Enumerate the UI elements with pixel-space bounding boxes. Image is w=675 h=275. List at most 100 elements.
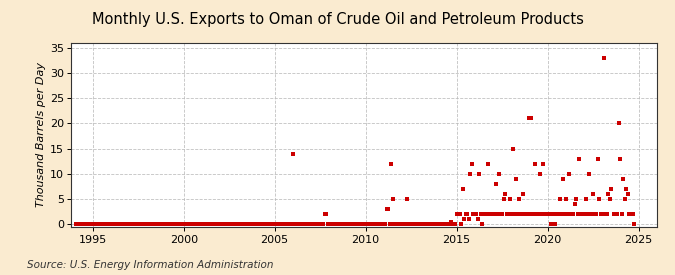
Point xyxy=(75,222,86,227)
Point xyxy=(313,222,324,227)
Point xyxy=(234,222,245,227)
Point xyxy=(583,172,594,176)
Point xyxy=(111,222,122,227)
Point xyxy=(535,172,545,176)
Point xyxy=(421,222,432,227)
Point xyxy=(125,222,136,227)
Point xyxy=(254,222,265,227)
Point xyxy=(207,222,218,227)
Point xyxy=(278,222,289,227)
Point xyxy=(219,222,230,227)
Point xyxy=(351,222,362,227)
Point xyxy=(410,222,421,227)
Point xyxy=(321,212,331,216)
Point xyxy=(423,222,433,227)
Point xyxy=(331,222,342,227)
Point xyxy=(571,197,582,201)
Point xyxy=(334,222,345,227)
Point xyxy=(497,212,508,216)
Point xyxy=(103,222,113,227)
Point xyxy=(189,222,200,227)
Point xyxy=(598,56,609,60)
Point xyxy=(373,222,383,227)
Point xyxy=(524,116,535,120)
Point xyxy=(363,222,374,227)
Point xyxy=(109,222,119,227)
Point xyxy=(558,177,568,181)
Point xyxy=(572,212,583,216)
Point xyxy=(271,222,281,227)
Point xyxy=(404,222,415,227)
Point xyxy=(333,222,344,227)
Point xyxy=(319,212,330,216)
Point xyxy=(431,222,442,227)
Point xyxy=(341,222,352,227)
Point xyxy=(315,222,325,227)
Point xyxy=(250,222,261,227)
Point xyxy=(538,162,549,166)
Point xyxy=(212,222,223,227)
Point xyxy=(391,222,402,227)
Point xyxy=(409,222,420,227)
Point xyxy=(232,222,242,227)
Point xyxy=(401,197,412,201)
Point xyxy=(592,156,603,161)
Point xyxy=(453,212,464,216)
Point xyxy=(163,222,174,227)
Point xyxy=(160,222,171,227)
Point xyxy=(380,222,391,227)
Point xyxy=(381,207,392,211)
Point xyxy=(424,222,435,227)
Point xyxy=(99,222,110,227)
Point xyxy=(503,212,514,216)
Point xyxy=(576,212,587,216)
Point xyxy=(339,222,350,227)
Point xyxy=(230,222,240,227)
Point xyxy=(288,152,298,156)
Point xyxy=(277,222,288,227)
Point xyxy=(620,197,630,201)
Point xyxy=(266,222,277,227)
Point xyxy=(369,222,380,227)
Point xyxy=(574,156,585,161)
Point xyxy=(588,192,599,196)
Point xyxy=(547,212,558,216)
Point xyxy=(71,222,82,227)
Point xyxy=(265,222,275,227)
Point xyxy=(81,222,92,227)
Point xyxy=(450,222,460,227)
Point xyxy=(289,222,300,227)
Point xyxy=(346,222,357,227)
Point xyxy=(323,222,333,227)
Point xyxy=(394,222,404,227)
Point xyxy=(495,212,506,216)
Point xyxy=(134,222,145,227)
Point xyxy=(439,222,450,227)
Point xyxy=(407,222,418,227)
Point xyxy=(433,222,444,227)
Point xyxy=(139,222,150,227)
Point xyxy=(418,222,429,227)
Point xyxy=(252,222,263,227)
Point xyxy=(283,222,294,227)
Point xyxy=(213,222,224,227)
Point xyxy=(400,222,410,227)
Point xyxy=(427,222,438,227)
Point xyxy=(533,212,544,216)
Point xyxy=(77,222,88,227)
Point xyxy=(518,192,529,196)
Point xyxy=(585,212,595,216)
Point xyxy=(529,212,539,216)
Point xyxy=(330,222,341,227)
Point xyxy=(624,212,635,216)
Point xyxy=(284,222,295,227)
Point xyxy=(127,222,138,227)
Point xyxy=(286,222,297,227)
Point xyxy=(248,222,259,227)
Point xyxy=(172,222,183,227)
Point xyxy=(447,222,458,227)
Point xyxy=(460,212,471,216)
Point xyxy=(93,222,104,227)
Point xyxy=(186,222,196,227)
Point xyxy=(72,222,83,227)
